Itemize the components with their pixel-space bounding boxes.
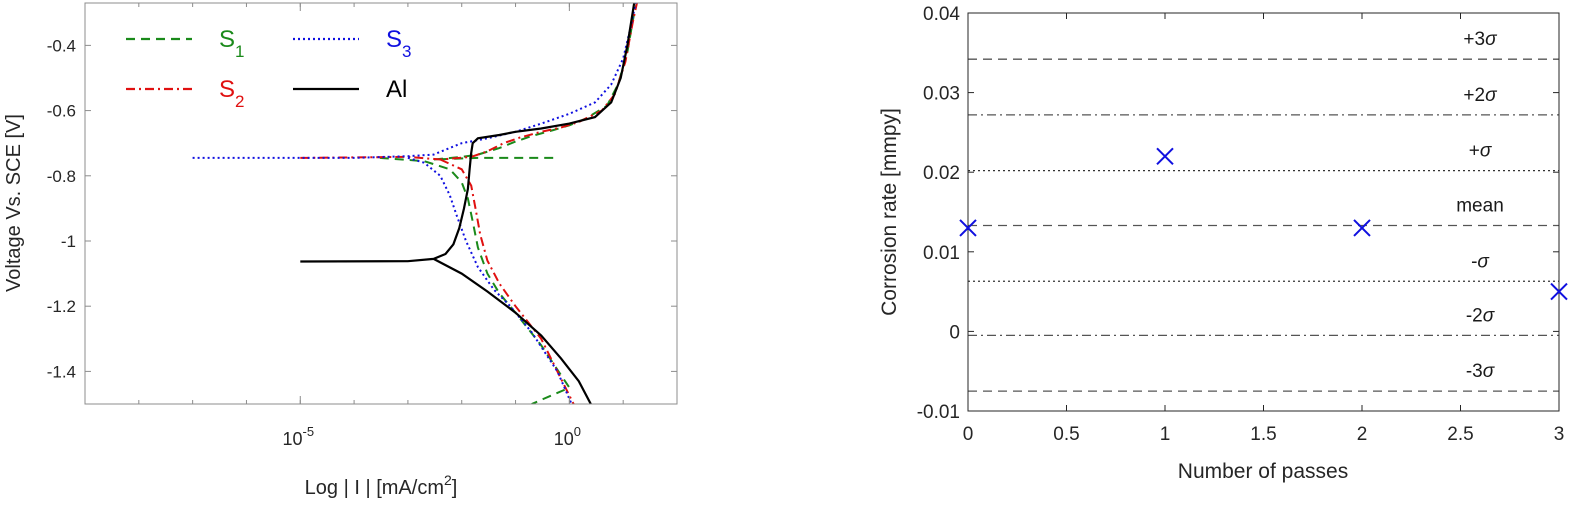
polarization-plot-frame — [84, 2, 678, 405]
x-axis-ticks: 10-5 100 — [138, 3, 624, 449]
reference-label-3: mean — [1456, 196, 1504, 217]
data-point-3 — [1550, 282, 1568, 301]
x-axis-ticks: 0 0.5 1 1.5 2 2.5 3 — [963, 13, 1565, 445]
reference-label-5: -2σ — [1466, 305, 1496, 326]
marker-stroke — [959, 219, 977, 237]
legend-label-s2: S2 — [219, 76, 244, 111]
y-tick-label: 0 — [949, 322, 960, 343]
y-tick-label: -0.01 — [917, 402, 960, 423]
y-tick-label: -0.8 — [47, 167, 76, 186]
y-tick-label: 0.01 — [923, 243, 960, 264]
series-line-s2-2 — [300, 3, 638, 161]
reference-label-6: -3σ — [1466, 361, 1496, 382]
legend-label-al: Al — [386, 76, 407, 103]
x-tick-label: 1.5 — [1250, 424, 1276, 445]
series-line-s3-4 — [192, 3, 637, 159]
y-tick-label: -0.6 — [47, 102, 76, 121]
x-axis-label: Log | I | [mA/cm2] — [305, 472, 458, 499]
sigma-labels: +3σ +2σ +σ mean -σ -2σ -3σ — [1456, 29, 1504, 382]
x-tick-label: 10-5 — [282, 424, 314, 449]
series-line-s1-0 — [433, 3, 638, 161]
x-tick-label: 0 — [963, 424, 974, 445]
marker-stroke — [1550, 282, 1568, 301]
x-tick-label: 100 — [554, 424, 581, 449]
x-tick-label: 2.5 — [1447, 424, 1473, 445]
y-tick-label: -0.4 — [47, 36, 76, 55]
x-axis-label: Number of passes — [1178, 460, 1348, 483]
legend: S1 S2 S3 Al — [126, 26, 411, 111]
y-axis-label: Corrosion rate [mmpy] — [878, 108, 901, 316]
x-tick-label: 2 — [1357, 424, 1368, 445]
data-point-2 — [1353, 219, 1371, 237]
series-line-s2-3 — [439, 158, 575, 404]
y-tick-label: 0.04 — [923, 4, 960, 25]
data-point-1 — [1156, 147, 1174, 165]
data-point-0 — [959, 219, 977, 237]
series-line-al-6 — [300, 3, 636, 263]
y-axis-ticks: -0.01 0 0.01 0.02 0.03 0.04 — [917, 4, 1559, 423]
y-tick-label: -1.4 — [47, 362, 76, 381]
polarization-curves — [192, 3, 638, 404]
x-tick-label: 0.5 — [1053, 424, 1079, 445]
data-markers — [959, 147, 1568, 301]
marker-stroke — [1156, 147, 1174, 165]
legend-label-s3: S3 — [386, 26, 411, 61]
y-tick-label: 0.03 — [923, 84, 960, 105]
y-tick-label: 0.02 — [923, 163, 960, 184]
series-line-s3-5 — [407, 156, 573, 404]
y-axis-ticks: -0.4 -0.6 -0.8 -1 -1.2 -1.4 — [47, 36, 677, 381]
y-axis-label: Voltage Vs. SCE [V] — [3, 114, 25, 292]
polarization-chart: -0.4 -0.6 -0.8 -1 -1.2 -1.4 10-5 100 Voltage V… — [3, 2, 678, 499]
x-tick-label: 1 — [1160, 424, 1171, 445]
reference-label-2: +σ — [1469, 141, 1493, 162]
reference-label-4: -σ — [1471, 251, 1490, 272]
series-line-s1-1 — [379, 156, 571, 404]
marker-stroke — [1353, 219, 1371, 237]
series-line-al-7 — [433, 257, 592, 404]
reference-label-0: +3σ — [1463, 29, 1498, 50]
y-tick-label: -1 — [61, 232, 76, 251]
y-tick-label: -1.2 — [47, 297, 76, 316]
sigma-reference-lines — [968, 58, 1559, 392]
reference-label-1: +2σ — [1463, 85, 1498, 106]
x-tick-label: 3 — [1554, 424, 1565, 445]
legend-label-s1: S1 — [219, 26, 244, 61]
